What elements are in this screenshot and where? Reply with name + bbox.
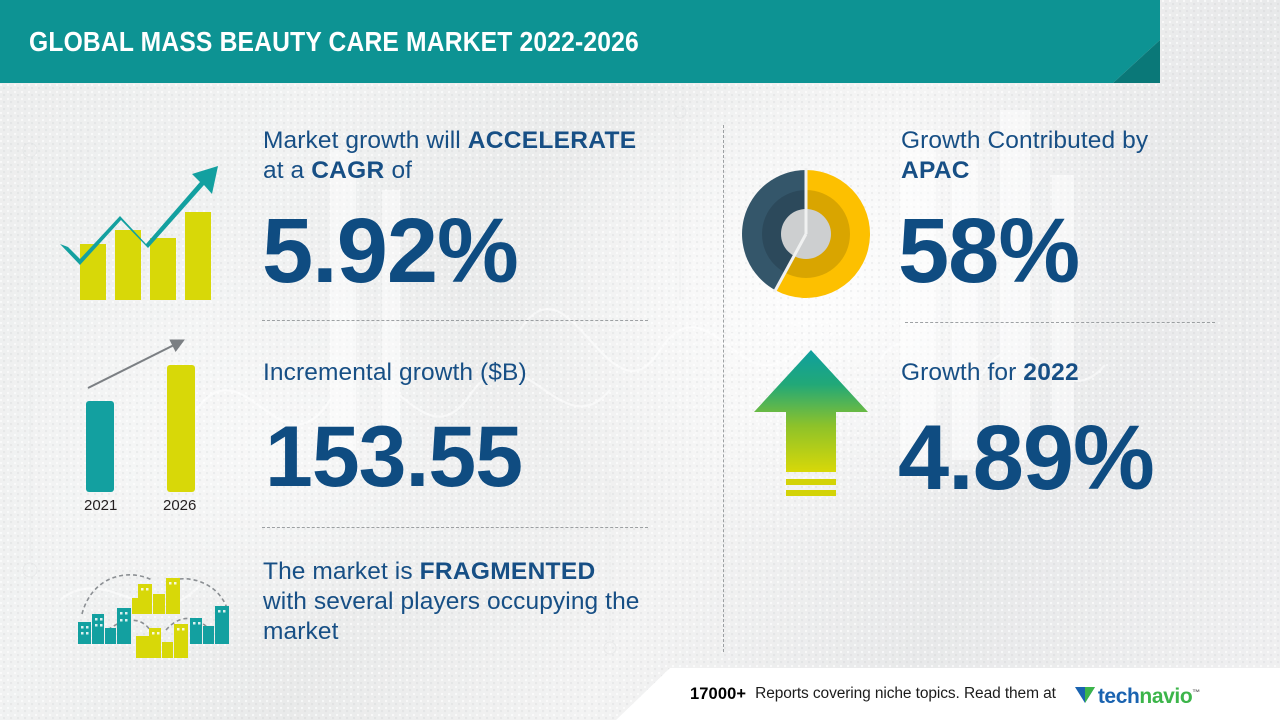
technavio-logo[interactable]: technavio™ xyxy=(1074,682,1200,707)
page-title: GLOBAL MASS BEAUTY CARE MARKET 2022-2026 xyxy=(29,26,639,57)
fragmented-keyword: FRAGMENTED xyxy=(419,558,596,585)
cagr-line2-plain-a: at a xyxy=(263,157,312,184)
apac-line1: Growth Contributed by xyxy=(901,127,1149,154)
up-arrow-icon xyxy=(754,350,868,496)
cagr-keyword: CAGR xyxy=(311,157,385,184)
report-count: 17000+ xyxy=(690,684,747,703)
donut-chart-icon xyxy=(742,168,871,298)
fragmentation-line1-plain: The market is xyxy=(263,558,420,585)
footer-band: 17000+ Reports covering niche topics. Re… xyxy=(616,668,1280,720)
divider-left-upper xyxy=(262,320,648,321)
logo-word-tech: tech xyxy=(1097,684,1140,708)
divider-right-upper xyxy=(905,322,1215,323)
logo-word-navio: navio xyxy=(1139,684,1193,708)
growth-2022-year: 2022 xyxy=(1023,359,1079,386)
cagr-line2-plain-b: of xyxy=(384,157,413,184)
cagr-value: 5.92% xyxy=(262,200,519,302)
header-banner xyxy=(0,0,1160,83)
apac-value: 58% xyxy=(898,200,1080,302)
vertical-divider xyxy=(723,125,724,652)
growth-2022-value: 4.89% xyxy=(898,407,1155,509)
growth-2022-label: Growth for 2022 xyxy=(901,358,1231,388)
growth-chart-icon xyxy=(60,166,218,300)
footer-tagline: Reports covering niche topics. Read them… xyxy=(755,685,1056,702)
technavio-logo-mark xyxy=(1074,687,1095,703)
bar-comparison-icon xyxy=(86,339,195,492)
fragmentation-description: The market is FRAGMENTED with several pl… xyxy=(263,557,683,647)
incremental-growth-label: Incremental growth ($B) xyxy=(263,359,527,386)
cagr-description: Market growth will ACCELERATE at a CAGR … xyxy=(263,126,683,186)
growth-2022-label-plain: Growth for xyxy=(901,359,1024,386)
logo-trademark: ™ xyxy=(1192,687,1200,697)
incremental-growth-value: 153.55 xyxy=(265,409,523,505)
technavio-wordmark: technavio™ xyxy=(1098,682,1200,707)
bar-label-2021: 2021 xyxy=(84,497,118,514)
divider-left-lower xyxy=(262,527,648,528)
bar-label-2026: 2026 xyxy=(163,497,197,514)
fragmentation-line2: with several players occupying the xyxy=(263,588,640,615)
footer-content: 17000+ Reports covering niche topics. Re… xyxy=(690,668,1200,720)
cagr-line1-plain: Market growth will xyxy=(263,127,468,154)
buildings-network-icon xyxy=(78,574,229,658)
cagr-accelerate: ACCELERATE xyxy=(467,127,637,154)
apac-region: APAC xyxy=(901,157,970,184)
apac-description: Growth Contributed by APAC xyxy=(901,126,1231,186)
fragmentation-line3: market xyxy=(263,618,339,645)
